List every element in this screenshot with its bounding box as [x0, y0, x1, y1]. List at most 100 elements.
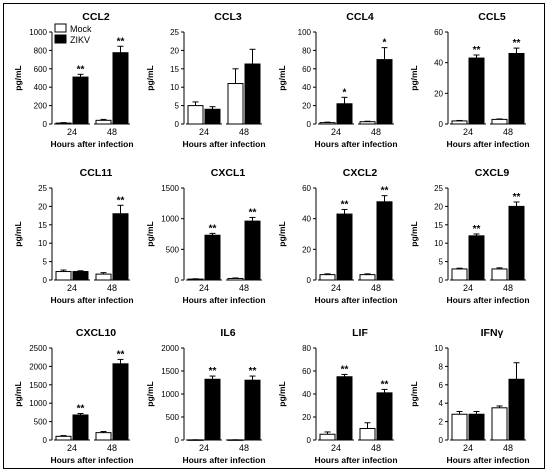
- y-tick-label: 20: [434, 202, 443, 211]
- bar-mock-48: [359, 428, 376, 441]
- y-tick-label: 0: [43, 436, 48, 445]
- bar-mock-24: [319, 122, 336, 125]
- y-tick-label: 60: [302, 367, 311, 376]
- chart-title: CXCL1: [211, 167, 246, 179]
- x-axis-label: Hours after infection: [50, 455, 133, 465]
- y-tick-label: 1500: [161, 184, 179, 193]
- x-tick-label: 48: [371, 443, 381, 453]
- y-tick-label: 60: [302, 65, 311, 74]
- y-tick-label: 40: [302, 215, 311, 224]
- y-tick-label: 0: [175, 436, 180, 445]
- y-tick-label: 500: [166, 413, 180, 422]
- chart-panel-cxcl1: CXCL1 0 500 1000 1500 pg/mL ** 24 ** 48 Hours afte…: [145, 167, 266, 305]
- y-tick-label: 25: [38, 184, 47, 193]
- significance-label: **: [77, 64, 85, 75]
- y-tick-label: 20: [302, 102, 311, 111]
- y-tick-label: 1500: [29, 381, 47, 390]
- chart-panel-ccl3: CCL3 0 5 10 15 20 25 pg/mL 24 48 Hours after infec…: [145, 11, 266, 149]
- y-tick-label: 100: [298, 28, 312, 37]
- y-tick-label: 0: [439, 120, 444, 129]
- bar-mock-48: [491, 268, 508, 281]
- y-tick-label: 5: [175, 102, 180, 111]
- bar-mock-48: [95, 119, 112, 125]
- figure-panel: CCL2 0 200 400 600 800 1000 pg/mL ** 24 ** 48 Hours …: [3, 3, 545, 469]
- x-axis-label: Hours after infection: [50, 139, 133, 149]
- bar-mock-24: [451, 413, 468, 441]
- x-tick-label: 24: [199, 283, 209, 293]
- bar-mock-24: [451, 268, 468, 281]
- y-axis-label: pg/mL: [145, 381, 155, 407]
- x-tick-label: 48: [239, 127, 249, 137]
- bar-zikv-48: [508, 205, 525, 281]
- bar-zikv-24: [336, 103, 353, 125]
- legend-label-zikv: ZIKV: [70, 35, 90, 45]
- bar-zikv-48: [376, 59, 393, 125]
- y-axis-label: pg/mL: [277, 65, 287, 91]
- y-tick-label: 20: [302, 245, 311, 254]
- y-axis-label: pg/mL: [409, 381, 419, 407]
- significance-label: **: [117, 36, 125, 47]
- bar-mock-48: [227, 83, 244, 125]
- y-tick-label: 10: [434, 344, 443, 353]
- chart-title: CCL2: [82, 11, 110, 23]
- y-axis-label: pg/mL: [409, 221, 419, 247]
- x-tick-label: 48: [503, 443, 513, 453]
- x-tick-label: 24: [67, 127, 77, 137]
- significance-label: **: [209, 223, 217, 234]
- bar-zikv-48: [508, 378, 525, 441]
- bar-zikv-48: [376, 201, 393, 281]
- chart-title: CXCL9: [475, 167, 510, 179]
- y-tick-label: 0: [175, 120, 180, 129]
- bar-zikv-24: [72, 76, 89, 125]
- legend-label-mock: Mock: [70, 24, 92, 34]
- bar-zikv-48: [112, 363, 129, 441]
- y-tick-label: 15: [38, 221, 47, 230]
- y-axis-label: pg/mL: [277, 221, 287, 247]
- x-tick-label: 24: [67, 283, 77, 293]
- y-tick-label: 2: [439, 418, 444, 427]
- y-tick-label: 10: [38, 239, 47, 248]
- y-tick-label: 15: [170, 65, 179, 74]
- x-tick-label: 48: [107, 127, 117, 137]
- y-tick-label: 400: [34, 83, 48, 92]
- bar-mock-24: [451, 120, 468, 125]
- y-tick-label: 20: [434, 89, 443, 98]
- y-tick-label: 5: [439, 258, 444, 267]
- x-tick-label: 24: [67, 443, 77, 453]
- y-tick-label: 25: [434, 184, 443, 193]
- y-tick-label: 0: [43, 120, 48, 129]
- x-tick-label: 24: [331, 443, 341, 453]
- chart-panel-lif: LIF 0 20 40 60 80 pg/mL ** 24 ** 48 Hours after inf…: [277, 327, 398, 465]
- y-tick-label: 40: [434, 59, 443, 68]
- significance-label: **: [341, 199, 349, 210]
- bar-zikv-48: [244, 63, 261, 125]
- bar-mock-48: [491, 118, 508, 125]
- y-axis-label: pg/mL: [277, 381, 287, 407]
- y-tick-label: 2000: [161, 344, 179, 353]
- bar-zikv-24: [468, 413, 485, 441]
- bar-mock-48: [359, 274, 376, 281]
- y-tick-label: 60: [434, 28, 443, 37]
- significance-label: **: [249, 207, 257, 218]
- x-axis-label: Hours after infection: [446, 455, 529, 465]
- x-tick-label: 24: [199, 127, 209, 137]
- significance-label: *: [383, 38, 387, 49]
- chart-panel-cxcl10: CXCL10 0 500 1000 1500 2000 2500 pg/mL ** 24 ** 48 H…: [13, 327, 134, 465]
- x-tick-label: 24: [331, 127, 341, 137]
- y-tick-label: 200: [34, 102, 48, 111]
- bar-zikv-24: [468, 235, 485, 281]
- bar-mock-24: [187, 105, 204, 125]
- x-tick-label: 24: [463, 127, 473, 137]
- bar-mock-24: [319, 433, 336, 441]
- y-tick-label: 5: [43, 258, 48, 267]
- y-tick-label: 20: [170, 46, 179, 55]
- bar-zikv-48: [244, 220, 261, 281]
- y-tick-label: 1000: [161, 390, 179, 399]
- bar-mock-48: [491, 407, 508, 441]
- y-tick-label: 6: [439, 381, 444, 390]
- chart-title: CCL11: [80, 167, 113, 179]
- significance-label: **: [249, 366, 257, 377]
- y-tick-label: 0: [307, 120, 312, 129]
- x-axis-label: Hours after infection: [314, 295, 397, 305]
- bar-mock-48: [227, 277, 244, 281]
